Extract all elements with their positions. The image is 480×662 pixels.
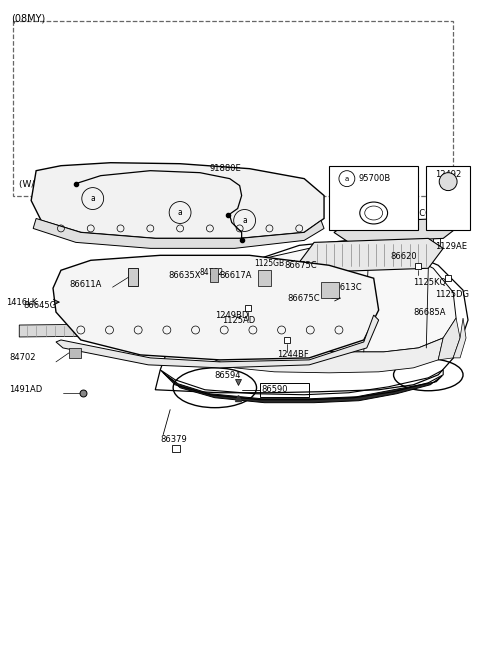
Polygon shape	[69, 348, 81, 358]
FancyBboxPatch shape	[329, 166, 419, 230]
Text: 86620: 86620	[391, 252, 417, 261]
Polygon shape	[210, 268, 218, 282]
Text: 1125KQ: 1125KQ	[413, 278, 446, 287]
Text: a: a	[242, 216, 247, 225]
Text: 86675C: 86675C	[288, 294, 320, 303]
Text: 95700B: 95700B	[359, 174, 391, 183]
FancyBboxPatch shape	[233, 340, 241, 349]
Polygon shape	[33, 218, 324, 248]
Text: 1491AD: 1491AD	[9, 385, 43, 395]
Text: 86590: 86590	[435, 211, 462, 220]
Polygon shape	[31, 163, 324, 238]
Polygon shape	[438, 318, 460, 360]
Text: (08MY): (08MY)	[12, 13, 46, 23]
Text: (W/RR PARK'G ASSIST SYSTEM): (W/RR PARK'G ASSIST SYSTEM)	[19, 179, 159, 189]
Text: 86613C: 86613C	[329, 283, 361, 292]
Text: 1129AE: 1129AE	[435, 242, 467, 252]
Text: 86594: 86594	[215, 371, 241, 380]
Text: a: a	[178, 208, 182, 217]
Polygon shape	[321, 282, 339, 298]
Text: 84702: 84702	[200, 267, 224, 277]
FancyBboxPatch shape	[426, 166, 470, 230]
Polygon shape	[453, 318, 466, 358]
Text: 86611A: 86611A	[69, 280, 101, 289]
Text: 1125AD: 1125AD	[222, 316, 255, 325]
Text: 1416LK: 1416LK	[6, 298, 37, 307]
Text: 12492: 12492	[435, 169, 461, 179]
Text: 86617A: 86617A	[220, 271, 252, 280]
Text: 86635X: 86635X	[168, 271, 201, 280]
Polygon shape	[53, 256, 379, 360]
FancyBboxPatch shape	[433, 238, 440, 246]
Polygon shape	[56, 315, 379, 368]
Text: 1125DG: 1125DG	[435, 290, 469, 299]
Text: 86685A: 86685A	[413, 308, 446, 317]
Text: 86590: 86590	[262, 385, 288, 395]
Circle shape	[439, 173, 457, 191]
Polygon shape	[129, 268, 138, 286]
Text: 84702: 84702	[9, 354, 36, 362]
Text: 1249BD: 1249BD	[215, 311, 248, 320]
FancyBboxPatch shape	[172, 444, 180, 453]
Text: 86645C: 86645C	[23, 301, 56, 310]
Polygon shape	[258, 270, 271, 286]
Text: 86675C: 86675C	[284, 261, 317, 270]
Text: a: a	[90, 194, 95, 203]
Text: 91880E: 91880E	[210, 164, 241, 173]
Text: 86630F: 86630F	[351, 209, 383, 218]
Text: 1244BF: 1244BF	[277, 350, 309, 359]
Text: 1339CC: 1339CC	[398, 209, 432, 218]
Polygon shape	[19, 323, 210, 337]
Polygon shape	[215, 338, 443, 373]
Text: 86379: 86379	[160, 434, 187, 444]
Text: a: a	[345, 175, 349, 181]
FancyBboxPatch shape	[433, 220, 440, 228]
Polygon shape	[200, 246, 456, 352]
Text: 1125GB: 1125GB	[254, 260, 285, 268]
Polygon shape	[163, 373, 442, 402]
Polygon shape	[419, 288, 433, 302]
Polygon shape	[299, 238, 443, 272]
Polygon shape	[334, 218, 456, 242]
